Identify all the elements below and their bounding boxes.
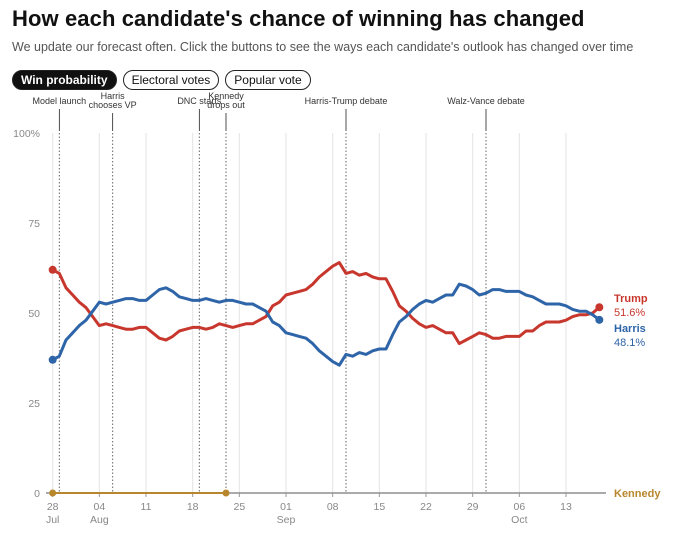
x-tick-month-label: Aug bbox=[90, 514, 109, 526]
x-tick-month-label: Sep bbox=[277, 514, 296, 526]
x-tick-month-label: Jul bbox=[46, 514, 59, 526]
series-start-dot bbox=[49, 489, 57, 497]
event-label: Kennedy bbox=[208, 91, 244, 101]
event-label: DNC starts bbox=[177, 96, 222, 106]
y-tick-label: 25 bbox=[28, 398, 40, 410]
end-label-kennedy: Kennedy bbox=[614, 488, 661, 500]
event-label: Harris-Trump debate bbox=[305, 96, 388, 106]
end-value-harris: 48.1% bbox=[614, 337, 645, 349]
x-tick-label: 08 bbox=[327, 501, 339, 513]
end-value-trump: 51.6% bbox=[614, 307, 645, 319]
x-tick-month-label: Oct bbox=[511, 514, 527, 526]
tab-win-probability[interactable]: Win probability bbox=[12, 70, 117, 90]
x-tick-label: 29 bbox=[467, 501, 479, 513]
x-tick-label: 22 bbox=[420, 501, 432, 513]
end-label-harris: Harris bbox=[614, 323, 646, 335]
series-line-harris bbox=[51, 282, 601, 367]
x-tick-label: 11 bbox=[141, 501, 152, 513]
x-tick-label: 04 bbox=[93, 501, 105, 513]
event-label: chooses VP bbox=[89, 100, 137, 110]
page-subtitle: We update our forecast often. Click the … bbox=[12, 40, 634, 54]
x-tick-label: 13 bbox=[560, 501, 572, 513]
x-tick-label: 06 bbox=[513, 501, 525, 513]
series-start-dot bbox=[48, 265, 57, 274]
page-title: How each candidate's chance of winning h… bbox=[12, 6, 585, 31]
metric-tabs: Win probability Electoral votes Popular … bbox=[12, 70, 311, 90]
tab-electoral-votes[interactable]: Electoral votes bbox=[122, 70, 220, 90]
event-label: Walz-Vance debate bbox=[447, 96, 525, 106]
x-tick-label: 01 bbox=[280, 501, 292, 513]
x-tick-label: 25 bbox=[233, 501, 245, 513]
series-end-dot bbox=[222, 489, 230, 497]
event-label: Model launch bbox=[33, 96, 87, 106]
end-label-trump: Trump bbox=[614, 293, 648, 305]
y-tick-label: 0 bbox=[34, 488, 40, 500]
y-tick-label: 50 bbox=[28, 308, 40, 320]
x-tick-label: 18 bbox=[187, 501, 199, 513]
x-tick-label: 28 bbox=[47, 501, 59, 513]
series-end-dot bbox=[595, 303, 604, 312]
event-label: Harris bbox=[101, 91, 125, 101]
x-tick-label: 15 bbox=[373, 501, 385, 513]
event-label: drops out bbox=[207, 100, 245, 110]
series-end-dot bbox=[595, 315, 604, 324]
y-tick-label: 75 bbox=[28, 218, 40, 230]
series-start-dot bbox=[48, 355, 57, 364]
tab-popular-vote[interactable]: Popular vote bbox=[225, 70, 311, 90]
series-line-trump bbox=[51, 261, 601, 346]
y-tick-label: 100% bbox=[13, 128, 40, 140]
